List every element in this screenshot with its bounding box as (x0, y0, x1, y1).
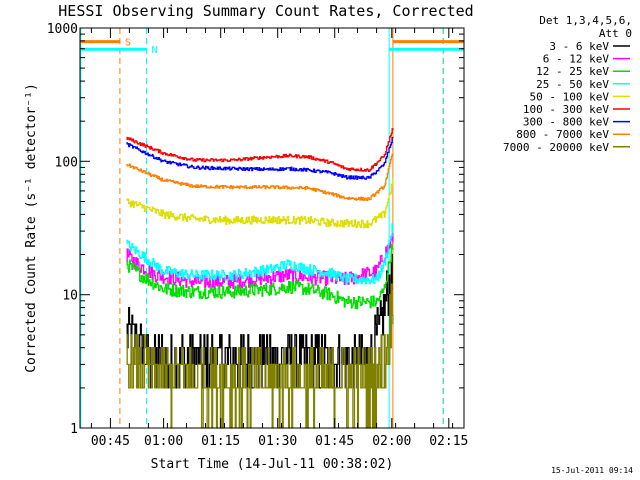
marker-label: S (125, 38, 131, 49)
series-line (126, 136, 394, 180)
y-tick-label: 1000 (47, 22, 78, 37)
legend-entry-label: 25 - 50 keV (536, 78, 609, 91)
y-tick-label: 100 (55, 155, 78, 170)
plot-area: SN (80, 28, 464, 429)
x-tick-label: 00:45 (91, 434, 130, 449)
x-tick-label: 01:30 (258, 434, 297, 449)
legend-entry-label: 50 - 100 keV (530, 90, 610, 103)
x-tick-label: 01:15 (201, 434, 240, 449)
footer-timestamp: 15-Jul-2011 09:14 (551, 466, 633, 475)
legend-entry-label: 800 - 7000 keV (516, 128, 609, 141)
x-tick-label: 01:45 (315, 434, 354, 449)
series-line (126, 153, 394, 202)
legend-entry-label: 7000 - 20000 keV (503, 141, 609, 154)
series-line (126, 178, 394, 229)
x-tick-label: 02:15 (429, 434, 468, 449)
y-axis-label: Corrected Count Rate (s⁻¹ detector⁻¹) (24, 83, 39, 373)
series-line (126, 243, 394, 310)
legend-entry-label: 100 - 300 keV (523, 103, 609, 116)
y-tick-label: 1 (70, 422, 78, 437)
legend-entry-label: 3 - 6 keV (549, 40, 609, 53)
legend-entry-label: 12 - 25 keV (536, 65, 609, 78)
legend-entry-label: 6 - 12 keV (543, 53, 610, 66)
series-line (126, 223, 394, 285)
legend-header-attenuator: Att 0 (599, 27, 632, 40)
legend-header-detectors: Det 1,3,4,5,6, (539, 14, 632, 27)
x-tick-label: 01:00 (144, 434, 183, 449)
x-tick-label: 02:00 (372, 434, 411, 449)
series-line (126, 283, 394, 429)
plot-frame (79, 27, 465, 429)
axes: 1 10 100 1000 00:45 01:00 01:15 01:30 01:45 02:00… (47, 22, 469, 449)
legend-entry-label: 300 - 800 keV (523, 116, 609, 129)
y-tick-label: 10 (62, 289, 78, 304)
marker-label: N (152, 45, 158, 56)
chart-title: HESSI Observing Summary Count Rates, Cor… (58, 2, 473, 20)
series-line (126, 128, 394, 172)
x-axis-label: Start Time (14-Jul-11 00:38:02) (151, 457, 394, 472)
